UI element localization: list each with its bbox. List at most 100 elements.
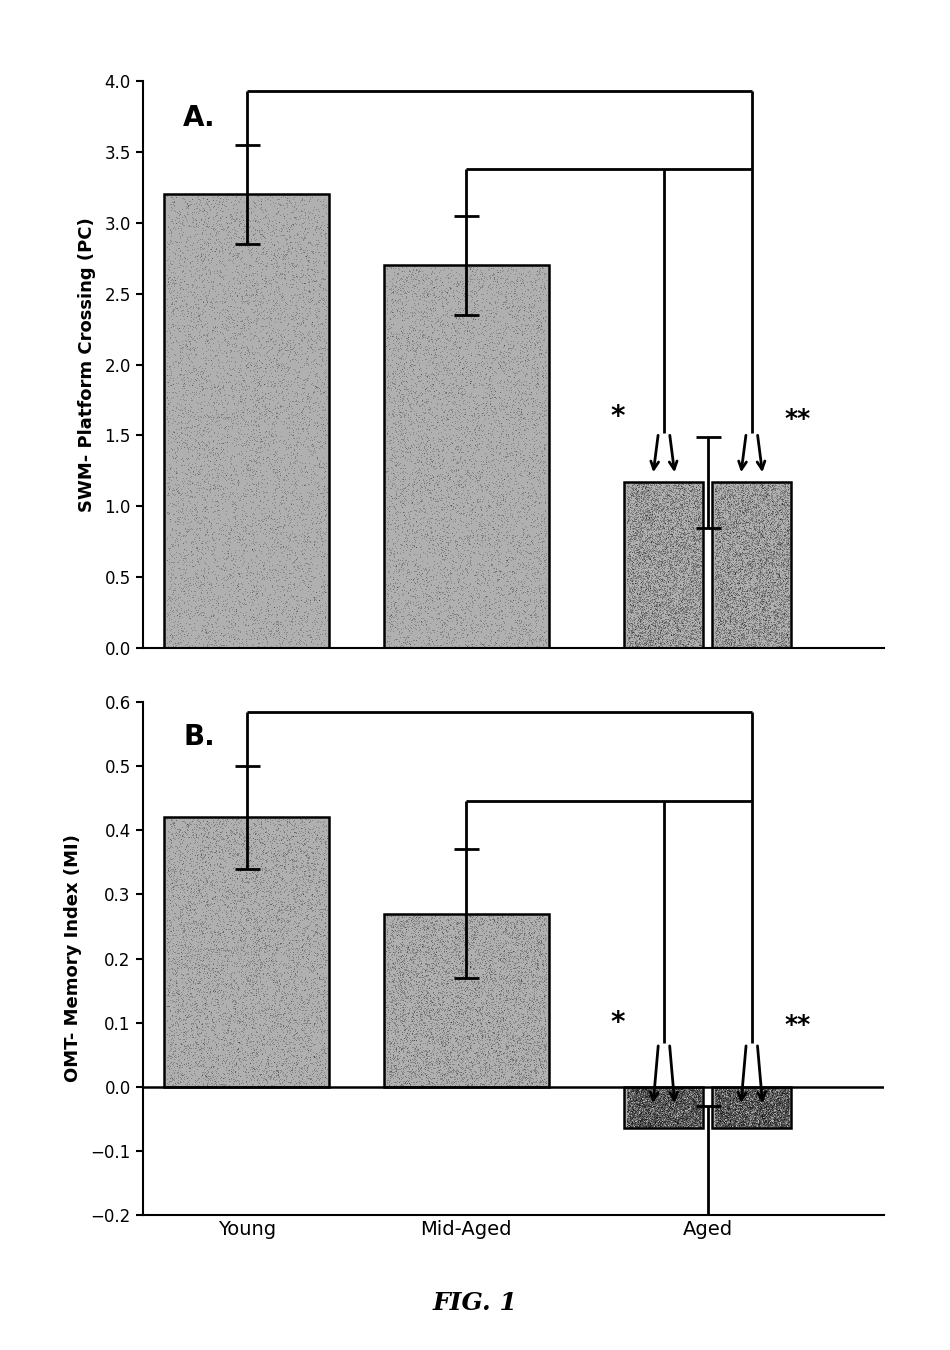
Point: [642, 630, 657, 652]
Point: [511, 965, 526, 987]
Point: [685, 606, 700, 628]
Point: [492, 1000, 507, 1022]
Point: [244, 992, 259, 1014]
Point: [514, 571, 529, 593]
Point: [260, 810, 276, 832]
Point: [495, 416, 510, 437]
Point: [199, 263, 214, 285]
Point: [520, 1050, 535, 1072]
Point: [183, 1034, 199, 1056]
Point: [711, 612, 726, 633]
Point: [772, 486, 788, 508]
Point: [500, 1061, 515, 1083]
Point: [667, 628, 682, 649]
Point: [244, 1048, 259, 1069]
Point: [686, 620, 701, 641]
Point: [758, 1100, 773, 1122]
Point: [639, 1106, 655, 1127]
Point: [712, 576, 727, 598]
Point: [294, 613, 310, 634]
Point: [386, 572, 401, 594]
Point: [193, 247, 208, 269]
Point: [724, 595, 739, 617]
Point: [181, 971, 197, 992]
Point: [721, 1102, 736, 1123]
Point: [668, 1088, 683, 1110]
Point: [402, 382, 417, 404]
Point: [304, 409, 319, 431]
Point: [777, 1107, 792, 1129]
Point: [390, 383, 405, 405]
Point: [257, 953, 273, 975]
Point: [759, 547, 774, 568]
Point: [681, 583, 696, 605]
Point: [482, 456, 497, 478]
Point: [288, 544, 303, 566]
Point: [527, 969, 542, 991]
Point: [756, 1091, 771, 1112]
Point: [747, 636, 762, 657]
Point: [639, 609, 655, 630]
Point: [673, 532, 688, 553]
Point: [466, 1033, 482, 1054]
Point: [657, 475, 673, 497]
Point: [642, 1083, 657, 1104]
Point: [658, 486, 674, 508]
Point: [644, 1112, 659, 1134]
Point: [285, 853, 300, 875]
Point: [317, 605, 332, 626]
Point: [452, 948, 467, 969]
Point: [424, 979, 439, 1000]
Point: [297, 1012, 313, 1034]
Point: [756, 618, 771, 640]
Point: [531, 941, 546, 963]
Point: [166, 1056, 181, 1077]
Point: [185, 316, 200, 338]
Point: [433, 931, 448, 953]
Point: [619, 1108, 635, 1130]
Point: [679, 603, 694, 625]
Point: [420, 425, 435, 447]
Point: [720, 518, 735, 540]
Point: [733, 1089, 749, 1111]
Point: [621, 1081, 637, 1103]
Point: [683, 537, 698, 559]
Point: [650, 540, 665, 562]
Point: [660, 1100, 675, 1122]
Point: [233, 433, 248, 455]
Point: [444, 427, 459, 448]
Point: [253, 234, 268, 255]
Point: [668, 548, 683, 570]
Point: [758, 1088, 773, 1110]
Point: [675, 1114, 691, 1135]
Point: [250, 829, 265, 850]
Point: [674, 478, 690, 500]
Point: [458, 271, 473, 293]
Point: [621, 1081, 637, 1103]
Point: [781, 547, 796, 568]
Point: [764, 1094, 779, 1115]
Point: [656, 616, 671, 637]
Point: [769, 533, 784, 555]
Point: [299, 389, 314, 410]
Point: [743, 526, 758, 548]
Point: [651, 502, 666, 524]
Point: [395, 906, 410, 927]
Point: [758, 1099, 773, 1120]
Point: [736, 579, 751, 601]
Point: [648, 595, 663, 617]
Point: [309, 352, 324, 374]
Point: [716, 1079, 732, 1100]
Point: [517, 265, 532, 286]
Point: [434, 1064, 449, 1085]
Point: [222, 1012, 238, 1034]
Point: [656, 479, 671, 501]
Point: [625, 532, 640, 553]
Point: [205, 1015, 220, 1037]
Point: [486, 1069, 502, 1091]
Point: [776, 482, 791, 504]
Point: [693, 571, 708, 593]
Point: [692, 1087, 707, 1108]
Point: [621, 1096, 637, 1118]
Point: [634, 518, 649, 540]
